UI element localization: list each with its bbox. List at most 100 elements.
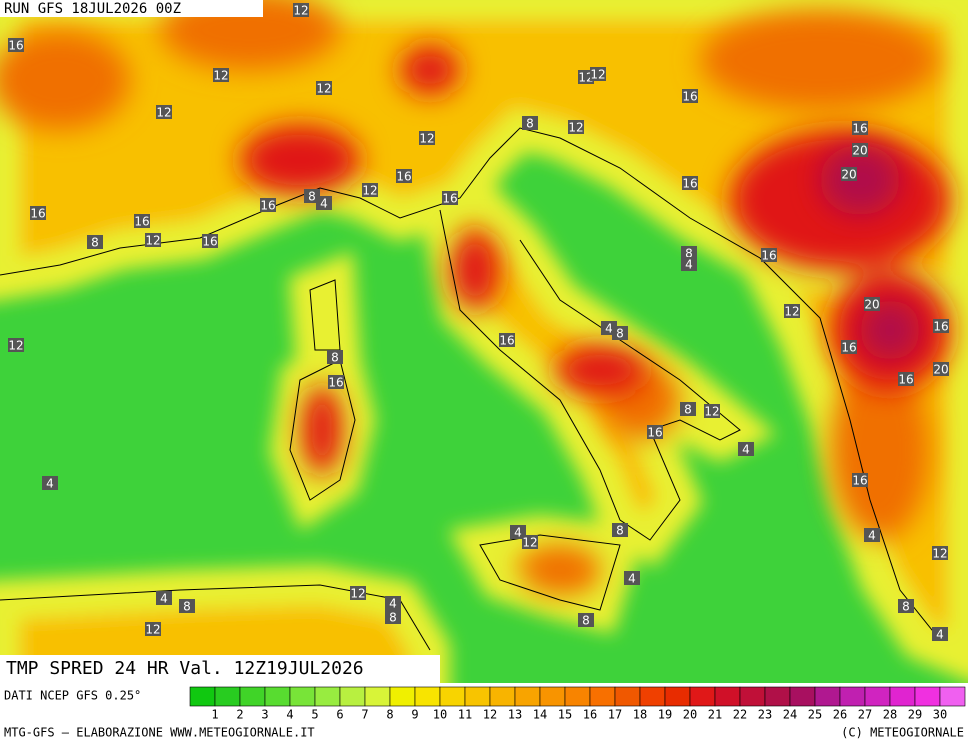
- contour-label: 4: [685, 258, 693, 272]
- color-box: [639, 686, 666, 707]
- colorbar-label: 14: [533, 708, 547, 722]
- contour-label: 16: [499, 334, 514, 348]
- contour-label-box: [841, 167, 857, 181]
- colorbar-label: 1: [211, 708, 218, 722]
- color-box: [339, 686, 366, 707]
- contour-label-box: [647, 425, 663, 439]
- contour-label-box: [442, 191, 458, 205]
- contour-label: 16: [8, 39, 23, 53]
- contour-label-box: [145, 622, 161, 636]
- contour-label-box: [213, 68, 229, 82]
- color-box: [689, 686, 716, 707]
- contour-label: 4: [320, 197, 328, 211]
- colorbar-label: 18: [633, 708, 647, 722]
- contour-label-box: [156, 591, 172, 605]
- title-box: [0, 655, 440, 683]
- contour-label: 8: [526, 117, 534, 131]
- contour-label-box: [327, 350, 343, 364]
- contour-label-box: [293, 3, 309, 17]
- contour-label: 16: [396, 170, 411, 184]
- contour-label: 8: [389, 611, 397, 625]
- contour-label: 12: [522, 536, 537, 550]
- contour-label: 20: [933, 363, 948, 377]
- contour-label-box: [841, 340, 857, 354]
- contour-label-box: [933, 319, 949, 333]
- footer-right: (C) METEOGIORNALE: [841, 726, 964, 740]
- contour-label: 12: [362, 184, 377, 198]
- colorbar-label: 5: [311, 708, 318, 722]
- contour-label: 8: [582, 614, 590, 628]
- color-box: [664, 686, 691, 707]
- contour-label: 12: [213, 69, 228, 83]
- contour-label-box: [134, 214, 150, 228]
- color-box: [414, 686, 441, 707]
- header-box: [0, 0, 263, 17]
- colorbar-label: 13: [508, 708, 522, 722]
- colorbar-label: 8: [386, 708, 393, 722]
- contour-label-box: [590, 67, 606, 81]
- colorbar-label: 3: [261, 708, 268, 722]
- color-box: [764, 686, 791, 707]
- color-box: [714, 686, 741, 707]
- color-box: [289, 686, 316, 707]
- contour-label: 8: [91, 236, 99, 250]
- color-box: [314, 686, 341, 707]
- color-box: [389, 686, 416, 707]
- contour-label: 16: [841, 341, 856, 355]
- contour-label: 8: [685, 247, 693, 261]
- contour-label-box: [396, 169, 412, 183]
- color-box: [564, 686, 591, 707]
- contour-label: 4: [46, 477, 54, 491]
- colorbar-label: 26: [833, 708, 847, 722]
- colorbar-label: 28: [883, 708, 897, 722]
- contour-label: 4: [514, 526, 522, 540]
- contour-label-box: [568, 120, 584, 134]
- colorbar-label: 22: [733, 708, 747, 722]
- peak-field: [820, 145, 920, 360]
- contour-label-box: [156, 105, 172, 119]
- contour-label: 12: [293, 4, 308, 18]
- contour-label-box: [316, 81, 332, 95]
- contour-label: 20: [841, 168, 856, 182]
- contour-label: 12: [145, 234, 160, 248]
- color-box: [364, 686, 391, 707]
- contour-label-box: [87, 235, 103, 249]
- contour-label-box: [933, 362, 949, 376]
- contour-label: 16: [682, 90, 697, 104]
- colorbar-label: 9: [411, 708, 418, 722]
- color-box: [489, 686, 516, 707]
- contour-label-box: [898, 372, 914, 386]
- contour-label-box: [362, 183, 378, 197]
- run-label: RUN GFS 18JUL2026 00Z: [4, 1, 181, 17]
- contour-label-box: [202, 234, 218, 248]
- contour-label: 12: [316, 82, 331, 96]
- contour-label-box: [682, 89, 698, 103]
- contour-label-box: [179, 599, 195, 613]
- colorbar-label: 4: [286, 708, 293, 722]
- contour-label: 12: [156, 106, 171, 120]
- contour-label: 16: [852, 474, 867, 488]
- contour-label: 4: [936, 628, 944, 642]
- contour-label-box: [680, 402, 696, 416]
- colorbar-label: 6: [336, 708, 343, 722]
- color-box: [839, 686, 866, 707]
- contour-label-box: [932, 627, 948, 641]
- contour-label-box: [852, 121, 868, 135]
- contour-label: 8: [616, 524, 624, 538]
- colorbar-label: 24: [783, 708, 797, 722]
- contour-label-box: [784, 304, 800, 318]
- color-box: [914, 686, 941, 707]
- contour-label: 12: [8, 339, 23, 353]
- data-source: DATI NCEP GFS 0.25°: [4, 689, 141, 703]
- contour-label-box: [898, 599, 914, 613]
- contour-label-box: [624, 571, 640, 585]
- contour-label: 4: [605, 322, 613, 336]
- contour-label: 8: [331, 351, 339, 365]
- contour-label-box: [385, 610, 401, 624]
- contour-label-box: [385, 596, 401, 610]
- color-box: [189, 686, 216, 707]
- color-box: [814, 686, 841, 707]
- color-box: [864, 686, 891, 707]
